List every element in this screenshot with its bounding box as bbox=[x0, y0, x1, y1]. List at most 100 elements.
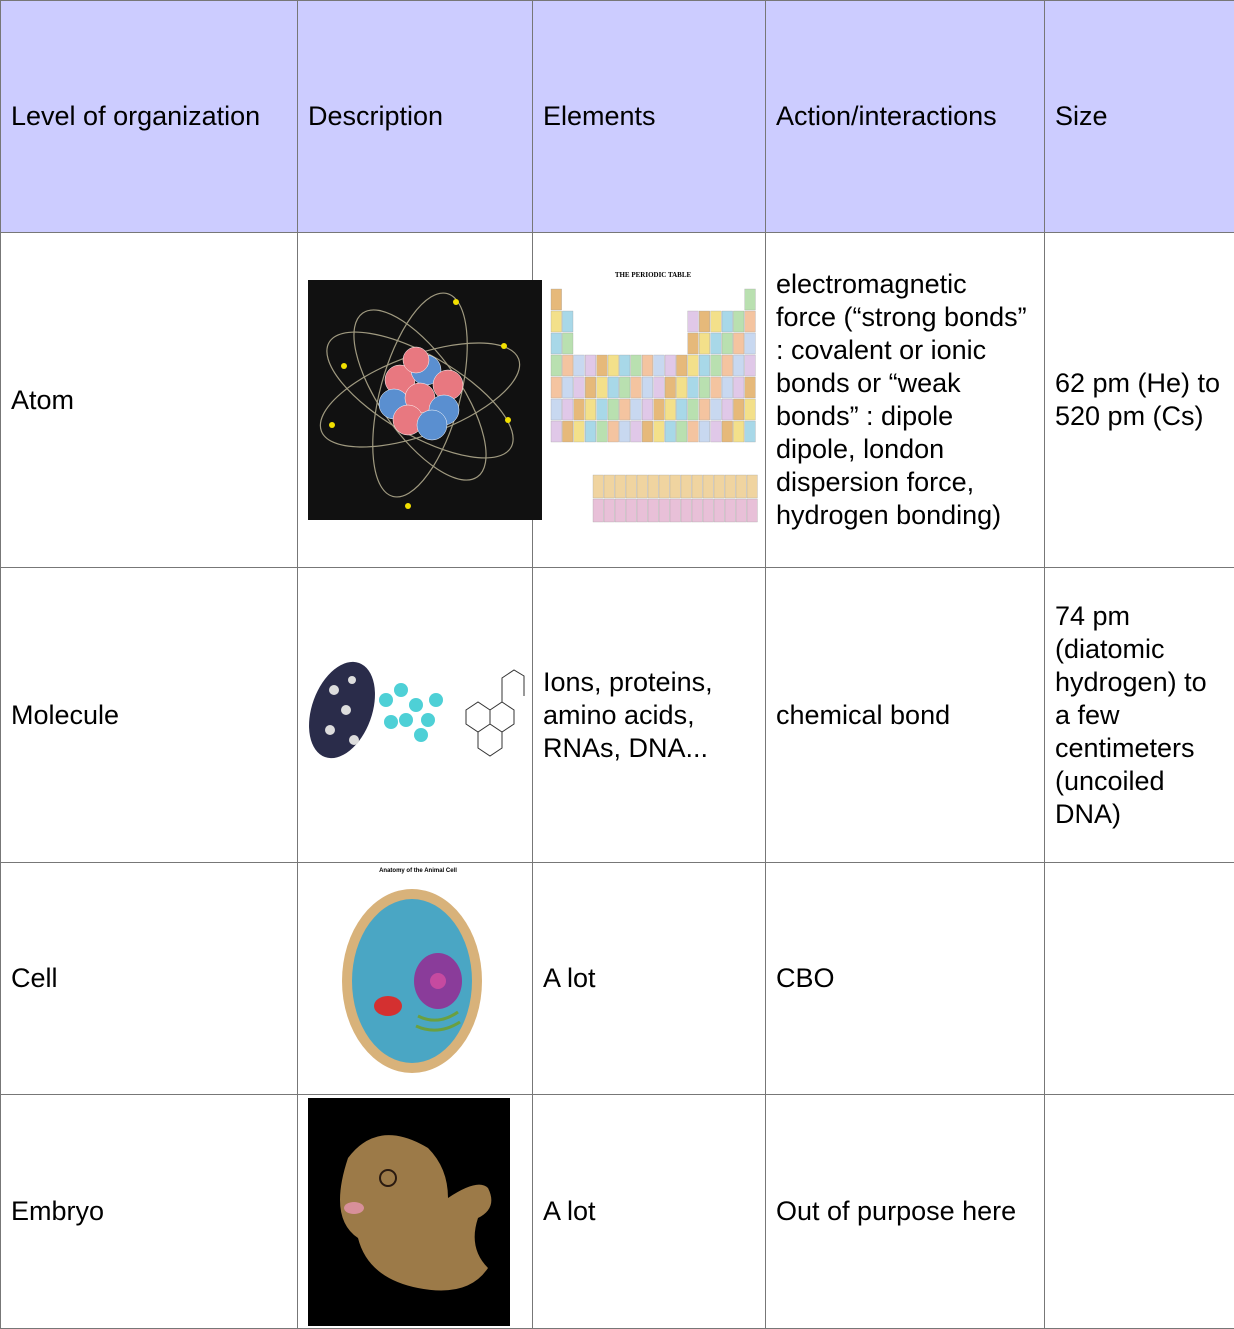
element-tile bbox=[699, 377, 710, 398]
element-tile bbox=[722, 399, 733, 420]
image-caption: THE PERIODIC TABLE bbox=[615, 271, 692, 279]
element-tile bbox=[562, 399, 573, 420]
description-cell bbox=[298, 1095, 533, 1329]
element-tile bbox=[733, 311, 744, 332]
elements-cell: THE PERIODIC TABLE bbox=[533, 233, 766, 568]
element-tile bbox=[711, 421, 722, 442]
element-tile bbox=[551, 311, 562, 332]
element-tile bbox=[585, 421, 596, 442]
actions-cell: electromagnetic force (“strong bonds” : … bbox=[766, 233, 1045, 568]
element-tile bbox=[747, 475, 757, 498]
element-tile bbox=[654, 399, 665, 420]
element-tile bbox=[654, 421, 665, 442]
element-tile bbox=[637, 475, 647, 498]
element-tile bbox=[585, 377, 596, 398]
size-cell bbox=[1045, 863, 1234, 1095]
element-tile bbox=[688, 311, 699, 332]
element-tile bbox=[562, 333, 573, 354]
element-tile bbox=[745, 289, 756, 310]
element-tile bbox=[733, 355, 744, 376]
element-tile bbox=[615, 475, 625, 498]
element-tile bbox=[745, 399, 756, 420]
element-tile bbox=[551, 333, 562, 354]
elements-cell: A lot bbox=[533, 1095, 766, 1329]
element-tile bbox=[736, 475, 746, 498]
element-tile bbox=[665, 399, 676, 420]
header-cell: Description bbox=[298, 1, 533, 233]
element-tile bbox=[699, 399, 710, 420]
elements-cell: A lot bbox=[533, 863, 766, 1095]
element-tile bbox=[631, 421, 642, 442]
size-cell bbox=[1045, 1095, 1234, 1329]
table-row: Molecule Ions, proteins, amino acids, RN… bbox=[1, 568, 1234, 863]
element-tile bbox=[703, 499, 713, 522]
element-tile bbox=[659, 499, 669, 522]
element-tile bbox=[681, 499, 691, 522]
element-tile bbox=[659, 475, 669, 498]
element-tile bbox=[631, 399, 642, 420]
level-cell: Embryo bbox=[1, 1095, 298, 1329]
element-tile bbox=[699, 421, 710, 442]
element-tile bbox=[676, 377, 687, 398]
element-tile bbox=[608, 421, 619, 442]
element-tile bbox=[574, 421, 585, 442]
element-tile bbox=[665, 421, 676, 442]
element-tile bbox=[711, 311, 722, 332]
description-cell bbox=[298, 568, 533, 863]
elements-cell: Ions, proteins, amino acids, RNAs, DNA..… bbox=[533, 568, 766, 863]
element-tile bbox=[676, 421, 687, 442]
element-tile bbox=[699, 333, 710, 354]
element-tile bbox=[725, 475, 735, 498]
element-tile bbox=[648, 499, 658, 522]
element-tile bbox=[688, 399, 699, 420]
element-tile bbox=[574, 377, 585, 398]
element-tile bbox=[711, 377, 722, 398]
element-tile bbox=[714, 499, 724, 522]
actions-cell: chemical bond bbox=[766, 568, 1045, 863]
element-tile bbox=[648, 475, 658, 498]
embryo-image bbox=[308, 1098, 510, 1326]
element-tile bbox=[688, 421, 699, 442]
element-tile bbox=[722, 355, 733, 376]
element-tile bbox=[608, 399, 619, 420]
element-tile bbox=[733, 377, 744, 398]
element-tile bbox=[703, 475, 713, 498]
cell-image: Anatomy of the Animal Cell bbox=[328, 866, 508, 1092]
element-tile bbox=[608, 355, 619, 376]
header-cell: Size bbox=[1045, 1, 1234, 233]
header-cell: Level of organization bbox=[1, 1, 298, 233]
element-tile bbox=[619, 399, 630, 420]
element-tile bbox=[745, 311, 756, 332]
element-tile bbox=[574, 399, 585, 420]
element-tile bbox=[711, 333, 722, 354]
level-cell: Atom bbox=[1, 233, 298, 568]
actions-cell: Out of purpose here bbox=[766, 1095, 1045, 1329]
element-tile bbox=[562, 311, 573, 332]
header-row: Level of organization Description Elemen… bbox=[1, 1, 1234, 233]
level-cell: Molecule bbox=[1, 568, 298, 863]
element-tile bbox=[597, 421, 608, 442]
actions-cell: CBO bbox=[766, 863, 1045, 1095]
element-tile bbox=[604, 475, 614, 498]
element-tile bbox=[631, 355, 642, 376]
header-cell: Action/interactions bbox=[766, 1, 1045, 233]
element-tile bbox=[676, 355, 687, 376]
size-cell: 62 pm (He) to 520 pm (Cs) bbox=[1045, 233, 1234, 568]
element-tile bbox=[699, 355, 710, 376]
element-tile bbox=[665, 377, 676, 398]
element-tile bbox=[604, 499, 614, 522]
element-tile bbox=[551, 421, 562, 442]
periodic-table-image: THE PERIODIC TABLE bbox=[547, 269, 759, 531]
element-tile bbox=[670, 499, 680, 522]
element-tile bbox=[626, 475, 636, 498]
element-tile bbox=[745, 421, 756, 442]
table-row: Cell Anatomy of the Animal Cell A lot CB… bbox=[1, 863, 1234, 1095]
element-tile bbox=[747, 499, 757, 522]
element-tile bbox=[736, 499, 746, 522]
molecule-image bbox=[306, 650, 538, 780]
element-tile bbox=[562, 421, 573, 442]
element-tile bbox=[597, 377, 608, 398]
element-tile bbox=[585, 355, 596, 376]
element-tile bbox=[631, 377, 642, 398]
